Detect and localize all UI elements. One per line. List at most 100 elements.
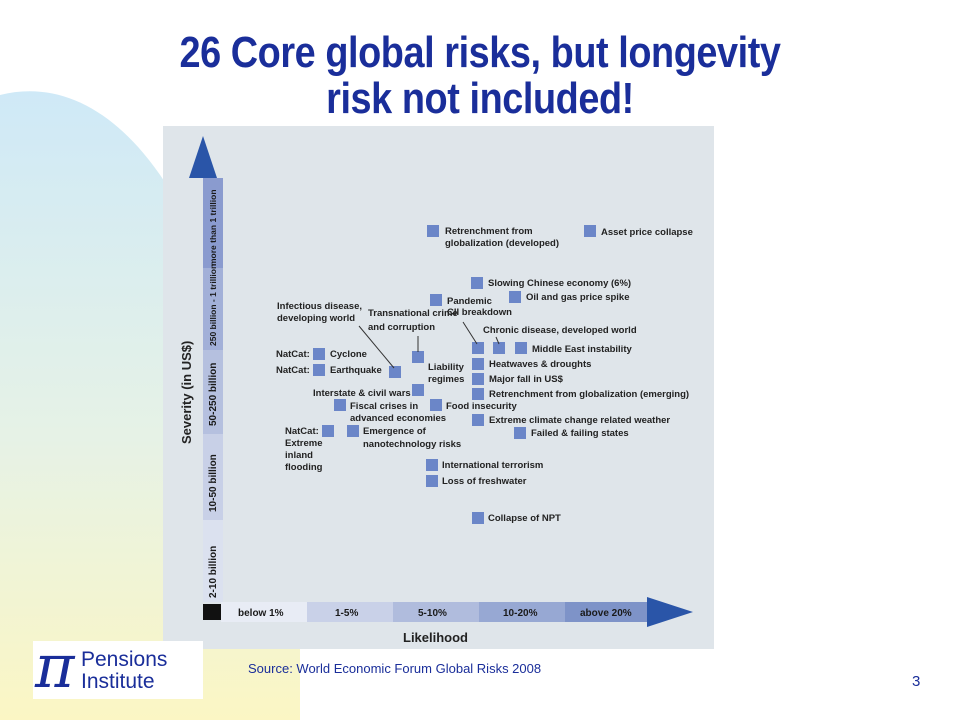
axis-origin-square xyxy=(203,604,221,620)
severity-band-4 xyxy=(203,268,223,350)
likelihood-band-3 xyxy=(393,602,479,622)
label-fiscal-crises-1: Fiscal crises in xyxy=(350,401,418,412)
severity-band-1 xyxy=(203,520,223,602)
source-text: World Economic Forum Global Risks 2008 xyxy=(296,661,542,676)
marker-cii-breakdown xyxy=(472,342,484,354)
y-axis-title: Severity (in US$) xyxy=(179,341,194,444)
label-food-insecurity: Food insecurity xyxy=(446,401,517,412)
severity-label-1: 2-10 billion xyxy=(208,546,219,598)
marker-fiscal-crises xyxy=(334,399,346,411)
label-asset-price-collapse: Asset price collapse xyxy=(601,227,693,238)
logo-text-line-1: Pensions xyxy=(81,648,168,671)
marker-asset-price-collapse xyxy=(584,225,596,237)
severity-band-5 xyxy=(203,178,223,268)
risk-markers xyxy=(313,225,596,524)
severity-label-5: more than 1 trillion xyxy=(208,189,218,266)
x-axis-arrowhead xyxy=(647,597,693,627)
severity-axis: 2-10 billion 10-50 billion 50-250 billio… xyxy=(179,136,223,602)
label-infectious-disease-2: developing world xyxy=(277,313,355,324)
marker-collapse-of-npt xyxy=(472,512,484,524)
marker-oil-gas-price-spike xyxy=(509,291,521,303)
marker-middle-east xyxy=(515,342,527,354)
likelihood-label-1: below 1% xyxy=(238,608,284,619)
risk-labels: Retrenchment from globalization (develop… xyxy=(276,226,693,524)
label-major-fall-usd: Major fall in US$ xyxy=(489,374,564,385)
label-slowing-chinese-economy: Slowing Chinese economy (6%) xyxy=(488,278,631,289)
marker-natcat-cyclone xyxy=(313,348,325,360)
marker-food-insecurity xyxy=(430,399,442,411)
marker-extreme-climate xyxy=(472,414,484,426)
logo-text-line-2: Institute xyxy=(81,670,155,693)
label-retrenchment-emerging: Retrenchment from globalization (emergin… xyxy=(489,389,689,400)
marker-natcat-earthquake xyxy=(313,364,325,376)
likelihood-band-1 xyxy=(221,602,307,622)
label-extreme-climate: Extreme climate change related weather xyxy=(489,415,670,426)
marker-international-terrorism xyxy=(426,459,438,471)
label-failed-states: Failed & failing states xyxy=(531,428,629,439)
likelihood-band-2 xyxy=(307,602,393,622)
label-natcat-2: NatCat: xyxy=(276,365,310,376)
page-number: 3 xyxy=(912,673,921,690)
marker-nanotechnology xyxy=(347,425,359,437)
label-cii-breakdown: CII breakdown xyxy=(447,307,512,318)
label-nanotechnology-1: Emergence of xyxy=(363,426,427,437)
pi-logo-icon: π xyxy=(35,632,75,702)
label-natcat-flooding-3: inland xyxy=(285,450,313,461)
label-natcat-flooding-2: Extreme xyxy=(285,438,323,449)
label-earthquake: Earthquake xyxy=(330,365,382,376)
marker-liability-regimes xyxy=(412,351,424,363)
label-loss-of-freshwater: Loss of freshwater xyxy=(442,476,527,487)
source-prefix: Source: xyxy=(248,661,297,676)
label-chronic-disease: Chronic disease, developed world xyxy=(483,325,637,336)
label-nanotechnology-2: nanotechnology risks xyxy=(363,439,461,450)
marker-loss-of-freshwater xyxy=(426,475,438,487)
label-oil-gas-price-spike: Oil and gas price spike xyxy=(526,292,629,303)
label-natcat-flooding-4: flooding xyxy=(285,462,323,473)
slide-title-line-2: risk not included! xyxy=(326,74,634,123)
severity-label-3: 50-250 billion xyxy=(208,363,219,426)
marker-slowing-chinese-economy xyxy=(471,277,483,289)
likelihood-label-3: 5-10% xyxy=(418,608,447,619)
leader-lines xyxy=(358,321,500,369)
source-citation: Source: World Economic Forum Global Risk… xyxy=(248,661,541,676)
slide-title-line-1: 26 Core global risks, but longevity xyxy=(179,28,781,77)
label-international-terrorism: International terrorism xyxy=(442,460,543,471)
label-transnational-crime-1: Transnational crime xyxy=(368,308,458,319)
label-infectious-disease-1: Infectious disease, xyxy=(277,301,362,312)
label-cyclone: Cyclone xyxy=(330,349,367,360)
marker-interstate-wars xyxy=(412,384,424,396)
label-liability-2: regimes xyxy=(428,374,464,385)
label-retrenchment-developed-2: globalization (developed) xyxy=(445,238,559,249)
label-natcat-flooding-1: NatCat: xyxy=(285,426,319,437)
marker-retrenchment-emerging xyxy=(472,388,484,400)
marker-pandemic xyxy=(430,294,442,306)
marker-natcat-flooding xyxy=(322,425,334,437)
marker-retrenchment-developed xyxy=(427,225,439,237)
marker-heatwaves xyxy=(472,358,484,370)
marker-major-fall-usd xyxy=(472,373,484,385)
likelihood-label-4: 10-20% xyxy=(503,608,538,619)
label-pandemic: Pandemic xyxy=(447,296,492,307)
label-liability-1: Liability xyxy=(428,362,465,373)
y-axis-arrowhead xyxy=(189,136,217,178)
label-transnational-crime-2: and corruption xyxy=(368,322,435,333)
likelihood-band-5 xyxy=(565,602,647,622)
label-natcat-1: NatCat: xyxy=(276,349,310,360)
label-retrenchment-developed-1: Retrenchment from xyxy=(445,226,533,237)
label-middle-east: Middle East instability xyxy=(532,344,632,355)
x-axis-title: Likelihood xyxy=(403,630,468,645)
label-collapse-of-npt: Collapse of NPT xyxy=(488,513,561,524)
marker-chronic-disease xyxy=(493,342,505,354)
likelihood-label-2: 1-5% xyxy=(335,608,358,619)
severity-label-4: 250 billion - 1 trillion xyxy=(208,264,218,346)
marker-infectious-disease xyxy=(389,366,401,378)
severity-band-2 xyxy=(203,434,223,520)
marker-failed-states xyxy=(514,427,526,439)
severity-band-3 xyxy=(203,350,223,434)
likelihood-band-4 xyxy=(479,602,565,622)
global-risks-diagram: 2-10 billion 10-50 billion 50-250 billio… xyxy=(163,126,714,649)
likelihood-label-5: above 20% xyxy=(580,608,632,619)
label-heatwaves: Heatwaves & droughts xyxy=(489,359,591,370)
likelihood-axis: below 1% 1-5% 5-10% 10-20% above 20% Lik… xyxy=(203,597,693,645)
severity-label-2: 10-50 billion xyxy=(208,454,219,512)
